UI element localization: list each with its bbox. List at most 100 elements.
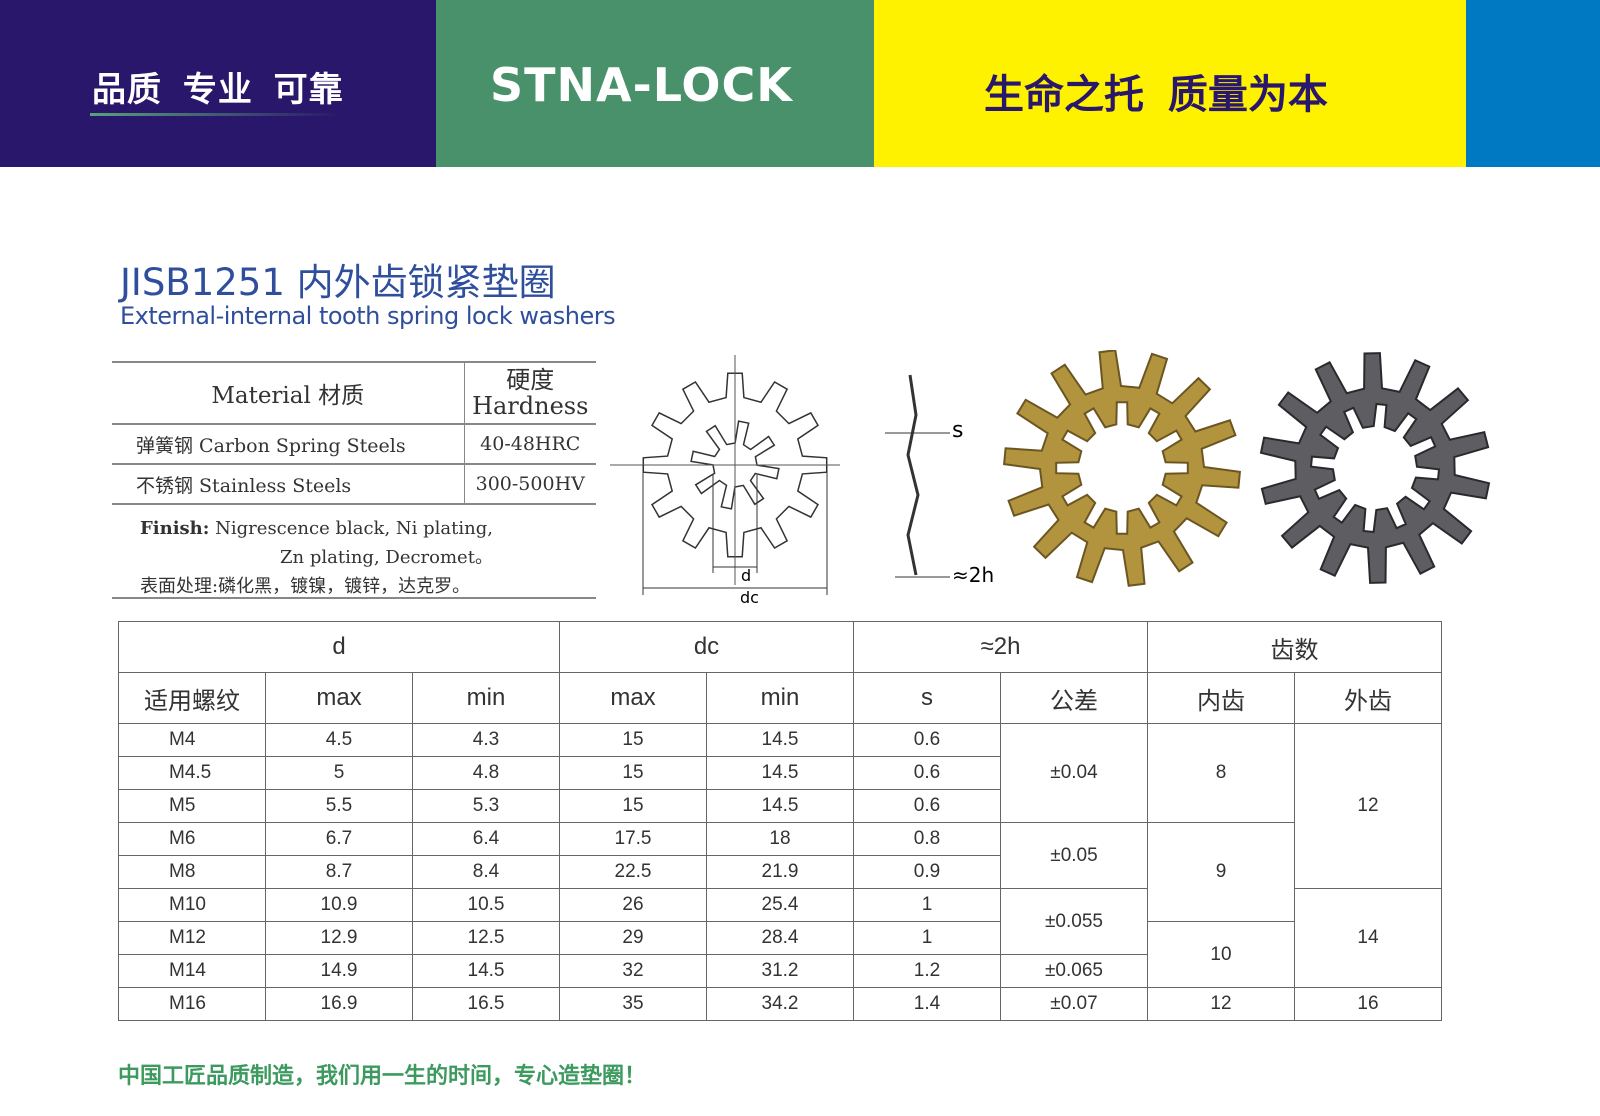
finish-label: Finish: <box>140 518 210 539</box>
table-row: M14 14.9 14.5 32 31.2 1.2 ±0.065 <box>118 954 1442 988</box>
table-cell: 4.8 <box>412 756 560 790</box>
table-cell: M4 <box>118 723 266 757</box>
slogan-right: 生命之托 质量为本 <box>984 72 1328 118</box>
label-d: d <box>741 566 752 585</box>
inner-teeth-cell: 9 <box>1147 822 1295 922</box>
column-header: s <box>853 672 1001 724</box>
finish-en-1: Nigrescence black, Ni plating, <box>215 518 493 539</box>
table-cell: 6.7 <box>265 822 413 856</box>
table-row: M12 12.9 12.5 29 28.4 1 10 <box>118 921 1442 988</box>
table-cell: 1.4 <box>853 987 1001 1021</box>
underline-divider <box>90 113 340 116</box>
column-header: max <box>265 672 413 724</box>
banner-left: 品质 专业 可靠 <box>0 0 436 167</box>
table-cell: 18 <box>706 822 854 856</box>
table-row: M10 10.9 10.5 26 25.4 1 ±0.055 14 <box>118 888 1442 988</box>
tolerance-cell: ±0.05 <box>1000 822 1148 889</box>
finish-en-2: Zn plating, Decromet。 <box>280 547 493 568</box>
table-cell: 10.5 <box>412 888 560 922</box>
hardness-cn: 硬度 <box>506 366 555 394</box>
material-name: 弹簧钢 Carbon Spring Steels <box>112 423 464 465</box>
group-header: ≈2h <box>853 621 1148 673</box>
banner-right: 生命之托 质量为本 <box>874 0 1466 167</box>
tolerance-cell: ±0.055 <box>1000 888 1148 955</box>
table-cell: 12.5 <box>412 921 560 955</box>
banner-edge <box>1466 0 1600 167</box>
table-cell: M8 <box>118 855 266 889</box>
group-header: dc <box>559 621 854 673</box>
table-cell: 15 <box>559 756 707 790</box>
table-cell: 0.6 <box>853 723 1001 757</box>
table-cell: 0.6 <box>853 789 1001 823</box>
table-cell: 8.7 <box>265 855 413 889</box>
tolerance-cell: ±0.065 <box>1000 954 1148 988</box>
table-cell: 21.9 <box>706 855 854 889</box>
hardness-en: Hardness <box>472 392 589 420</box>
side-profile <box>906 374 920 576</box>
column-header: min <box>412 672 560 724</box>
washer-drawing <box>610 355 950 595</box>
group-header-row: d dc ≈2h 齿数 <box>118 621 1442 673</box>
table-row: M8 8.7 8.4 22.5 21.9 0.9 <box>118 855 1442 889</box>
table-cell: 14.5 <box>706 789 854 823</box>
label-2h: ≈2h <box>952 563 995 587</box>
table-cell: 14.9 <box>265 954 413 988</box>
table-cell: 0.9 <box>853 855 1001 889</box>
table-cell: 5.3 <box>412 789 560 823</box>
table-cell: M14 <box>118 954 266 988</box>
column-header: max <box>559 672 707 724</box>
table-cell: 0.6 <box>853 756 1001 790</box>
table-cell: 1 <box>853 921 1001 955</box>
table-cell: M5 <box>118 789 266 823</box>
table-cell: 10.9 <box>265 888 413 922</box>
table-cell: 4.5 <box>265 723 413 757</box>
sub-header-row: 适用螺纹 max min max min s 公差 内齿 外齿 <box>118 672 1442 724</box>
group-header: d <box>118 621 560 673</box>
outer-teeth-cell: 14 <box>1294 888 1442 988</box>
inner-teeth-cell: 10 <box>1147 921 1295 988</box>
inner-teeth-cell: 12 <box>1147 987 1295 1021</box>
table-cell: 29 <box>559 921 707 955</box>
column-header: min <box>706 672 854 724</box>
table-cell: M10 <box>118 888 266 922</box>
table-cell: 15 <box>559 723 707 757</box>
hardness-header: 硬度 Hardness <box>463 361 596 425</box>
inner-teeth-cell: 8 <box>1147 723 1295 823</box>
table-cell: 25.4 <box>706 888 854 922</box>
table-cell: 32 <box>559 954 707 988</box>
black-washer-hole <box>1309 402 1441 534</box>
divider <box>112 597 596 599</box>
tolerance-cell: ±0.04 <box>1000 723 1148 823</box>
brand-logo: STNA-LOCK <box>490 58 793 112</box>
header-banner: 品质 专业 可靠 STNA-LOCK 生命之托 质量为本 <box>0 0 1600 167</box>
table-row: M4.5 5 4.8 15 14.5 0.6 <box>118 756 1442 790</box>
table-cell: M16 <box>118 987 266 1021</box>
table-cell: M6 <box>118 822 266 856</box>
table-cell: 31.2 <box>706 954 854 988</box>
finish-info: Finish: Nigrescence black, Ni plating, Z… <box>140 514 493 601</box>
label-dc: dc <box>740 588 759 607</box>
column-header: 外齿 <box>1294 672 1442 724</box>
footer-slogan: 中国工匠品质制造，我们用一生的时间，专心造垫圈！ <box>118 1064 647 1089</box>
material-table: Material 材质 硬度 Hardness 弹簧钢 Carbon Spring… <box>112 361 596 505</box>
page-title: JISB1251 内外齿锁紧垫圈 <box>120 261 556 304</box>
table-cell: 0.8 <box>853 822 1001 856</box>
hardness-value: 40-48HRC <box>463 423 596 465</box>
table-cell: 35 <box>559 987 707 1021</box>
column-header: 适用螺纹 <box>118 672 266 724</box>
table-cell: 16.9 <box>265 987 413 1021</box>
column-header: 公差 <box>1000 672 1148 724</box>
banner-logo: STNA-LOCK <box>436 0 874 167</box>
outer-teeth-cell: 16 <box>1294 987 1442 1021</box>
table-cell: 1 <box>853 888 1001 922</box>
table-cell: 1.2 <box>853 954 1001 988</box>
table-cell: 14.5 <box>412 954 560 988</box>
table-row: M5 5.5 5.3 15 14.5 0.6 <box>118 789 1442 823</box>
table-cell: 12.9 <box>265 921 413 955</box>
label-s: s <box>952 418 964 443</box>
table-cell: 14.5 <box>706 723 854 757</box>
table-row: M16 16.9 16.5 35 34.2 1.4 ±0.07 12 16 <box>118 987 1442 1021</box>
group-header: 齿数 <box>1147 621 1442 673</box>
tolerance-cell: ±0.07 <box>1000 987 1148 1021</box>
table-cell: M4.5 <box>118 756 266 790</box>
